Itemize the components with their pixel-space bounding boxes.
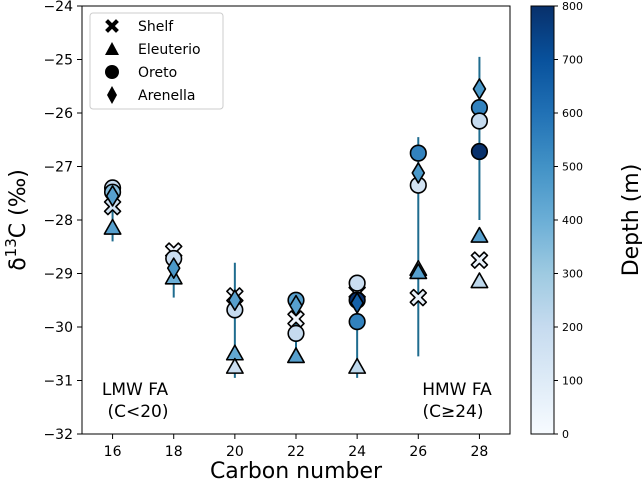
eleuterio-point [287,347,305,364]
colorbar-label: Depth (m) [619,164,642,277]
arenella-point [289,294,303,317]
colorbar-ticks: 0 100 200 300 400 500 600 700 800 [554,0,583,441]
y-tick-label: −31 [43,374,73,390]
colorbar-tick-label: 700 [562,54,583,67]
x-tick-label: 26 [409,444,427,460]
y-axis-label: δ13C (‰) [2,169,31,271]
legend-label-arenella: Arenella [138,88,195,104]
arenella-point [166,257,181,279]
colorbar-tick-label: 100 [562,375,583,388]
legend-item-oreto: Oreto [105,65,177,81]
y-tick-label: −30 [43,320,73,336]
colorbar-tick-label: 800 [562,0,583,13]
y-tick-label: −25 [43,53,73,69]
oreto-point [287,324,305,343]
legend-item-eleuterio: Eleuterio [105,42,201,58]
arenella-point [411,162,426,184]
eleuterio-point [225,357,244,374]
eleuterio-point [470,272,489,289]
y-tick-label: −26 [43,106,73,122]
triangle-marker-icon [105,42,119,55]
colorbar-tick-label: 500 [562,161,583,174]
eleuterio-point [103,218,122,235]
eleuterio-point [409,263,428,280]
x-tick-label: 18 [165,444,183,460]
x-tick-label: 24 [348,444,366,460]
x-axis-label: Carbon number [210,459,383,484]
legend: Shelf Eleuterio Oreto Arenella [89,12,224,110]
y-tick-label: −28 [43,213,73,229]
arenella-point [228,289,242,312]
x-marker-icon [105,19,119,33]
circle-marker-icon [105,65,119,79]
legend-label-eleuterio: Eleuterio [138,42,201,58]
colorbar-tick-label: 600 [562,107,583,120]
y-tick-label: −32 [43,427,73,443]
y-axis-ticks: −32 −31 −30 −29 −28 −27 −26 −25 −24 [43,0,82,443]
legend-box [89,12,224,110]
colorbar [530,5,555,435]
arenella-point [105,185,120,207]
shelf-point [470,251,489,269]
shelf-point [409,288,428,307]
eleuterio-point [470,226,489,243]
x-tick-label: 28 [471,444,489,460]
x-tick-label: 22 [287,444,305,460]
annotation-lmw: LMW FA (C<20) [102,380,169,422]
oreto-point [348,274,366,292]
y-tick-label: −29 [43,267,73,283]
colorbar-tick-label: 200 [562,321,583,334]
oreto-point [348,313,366,331]
oreto-point [470,142,489,161]
diamond-marker-icon [107,86,117,104]
x-tick-label: 20 [226,444,244,460]
eleuterio-point [348,357,367,374]
colorbar-tick-label: 400 [562,214,583,227]
annotation-hmw: HMW FA (C≥24) [422,380,492,422]
y-tick-label: −24 [43,0,73,15]
legend-label-shelf: Shelf [138,19,174,35]
arenella-point [350,292,364,314]
x-tick-label: 16 [104,444,122,460]
oreto-point [409,144,427,162]
x-axis-ticks: 16 18 20 22 24 26 28 [104,434,489,460]
legend-item-arenella: Arenella [107,86,195,104]
legend-item-shelf: Shelf [105,19,174,35]
legend-label-oreto: Oreto [138,65,177,81]
y-tick-label: −27 [43,160,73,176]
arenella-point [472,78,487,100]
oreto-point [470,112,489,130]
colorbar-tick-label: 0 [562,428,569,441]
data-markers [103,78,489,374]
colorbar-tick-label: 300 [562,268,583,281]
